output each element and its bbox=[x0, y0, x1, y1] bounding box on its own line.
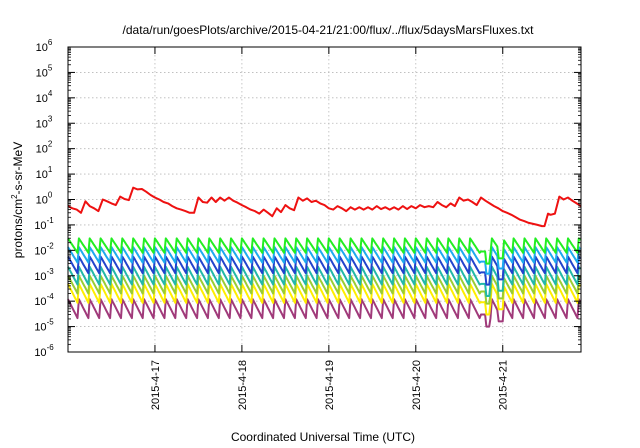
y-tick-label-exponent: -2 bbox=[47, 241, 55, 250]
y-tick-label-exponent: 5 bbox=[48, 63, 53, 72]
y-tick-label-base: 10 bbox=[36, 67, 48, 79]
y-tick-label-exponent: -5 bbox=[47, 318, 55, 327]
y-tick-label-base: 10 bbox=[34, 245, 46, 257]
x-tick-label: 2015-4-17 bbox=[150, 360, 162, 410]
y-tick-label: 10-1 bbox=[34, 216, 54, 232]
y-tick-label-exponent: 6 bbox=[48, 38, 53, 47]
y-tick-label: 10-4 bbox=[34, 292, 54, 308]
y-axis-title: protons/cm2-s-sr-MeV bbox=[10, 142, 25, 258]
y-tick-label: 103 bbox=[36, 114, 53, 130]
y-tick-label: 101 bbox=[36, 165, 53, 181]
x-tick-label: 2015-4-18 bbox=[237, 360, 249, 410]
y-tick-label-base: 10 bbox=[36, 169, 48, 181]
y-tick-label-base: 10 bbox=[36, 195, 48, 207]
y-tick-label: 10-3 bbox=[34, 267, 54, 283]
x-axis-labels: 2015-4-17 2015-4-18 2015-4-19 2015-4-20 2015… bbox=[150, 360, 510, 410]
y-tick-label: 10-6 bbox=[34, 343, 54, 359]
chart-title: /data/run/goesPlots/archive/2015-04-21/2… bbox=[123, 23, 535, 37]
y-tick-label-exponent: 2 bbox=[48, 140, 53, 149]
y-tick-label-exponent: 1 bbox=[48, 165, 53, 174]
y-tick-label-exponent: -4 bbox=[47, 292, 55, 301]
y-tick-label-exponent: 3 bbox=[48, 114, 53, 123]
series-line bbox=[67, 186, 582, 228]
series-line bbox=[67, 265, 582, 297]
y-tick-label-base: 10 bbox=[34, 296, 46, 308]
y-tick-label-base: 10 bbox=[36, 144, 48, 156]
x-tick-label: 2015-4-19 bbox=[324, 360, 336, 410]
x-tick-label: 2015-4-21 bbox=[498, 360, 510, 410]
y-tick-label-base: 10 bbox=[36, 93, 48, 105]
y-tick-label-base: 10 bbox=[34, 220, 46, 232]
series-line bbox=[67, 274, 582, 305]
series-line bbox=[67, 246, 582, 275]
y-tick-label: 104 bbox=[36, 89, 53, 105]
y-tick-label-base: 10 bbox=[34, 347, 46, 359]
y-axis-labels: 10-610-510-410-310-210-11001011021031041… bbox=[34, 38, 54, 359]
y-tick-label-exponent: 4 bbox=[48, 89, 53, 98]
x-axis-title: Coordinated Universal Time (UTC) bbox=[231, 430, 415, 444]
series-line bbox=[67, 255, 582, 286]
y-tick-label-base: 10 bbox=[36, 42, 48, 54]
y-tick-label: 105 bbox=[36, 63, 53, 79]
series-lines bbox=[67, 186, 582, 328]
y-tick-label-base: 10 bbox=[34, 271, 46, 283]
y-tick-label: 100 bbox=[36, 191, 53, 207]
y-tick-label: 102 bbox=[36, 140, 53, 156]
y-axis-title-rest: -s-sr-MeV bbox=[11, 142, 25, 195]
y-tick-label-base: 10 bbox=[34, 322, 46, 334]
y-axis-title-base: protons/cm bbox=[11, 199, 25, 258]
x-tick-label: 2015-4-20 bbox=[411, 360, 423, 410]
y-tick-label: 106 bbox=[36, 38, 53, 54]
y-tick-label-exponent: -1 bbox=[47, 216, 55, 225]
y-axis-title-sup: 2 bbox=[10, 194, 19, 199]
y-tick-label: 10-5 bbox=[34, 318, 54, 334]
axis-ticks bbox=[68, 46, 581, 353]
y-tick-label-exponent: 0 bbox=[48, 191, 53, 200]
y-tick-label-exponent: -6 bbox=[47, 343, 55, 352]
series-line bbox=[67, 237, 582, 265]
y-tick-label-base: 10 bbox=[36, 118, 48, 130]
series-line bbox=[67, 298, 582, 328]
y-tick-label-exponent: -3 bbox=[47, 267, 55, 276]
y-tick-label: 10-2 bbox=[34, 241, 54, 257]
series-line bbox=[67, 282, 582, 316]
